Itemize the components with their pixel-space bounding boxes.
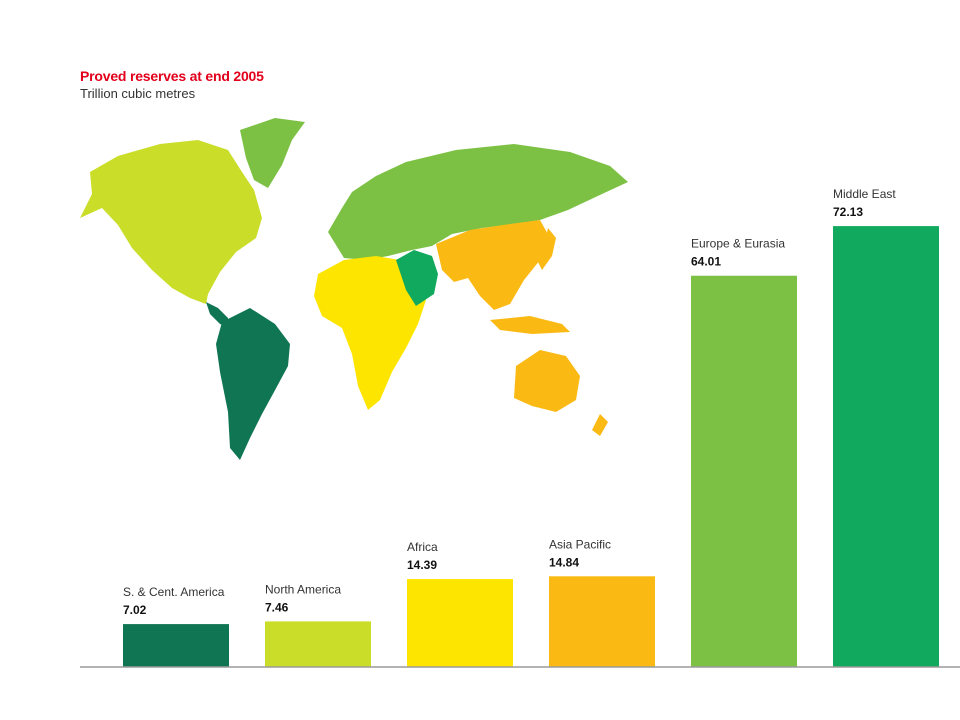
- bar-value-label: 64.01: [691, 255, 721, 269]
- bar-category-label: S. & Cent. America: [123, 585, 225, 599]
- bar-value-label: 72.13: [833, 205, 863, 219]
- bar-category-label: North America: [265, 582, 341, 596]
- bar-value-label: 7.02: [123, 603, 147, 617]
- chart-title: Proved reserves at end 2005: [80, 68, 264, 84]
- bar-north-america: [265, 621, 371, 667]
- map-region-indonesia: [490, 316, 570, 334]
- chart-subtitle: Trillion cubic metres: [80, 86, 196, 101]
- map-region-north-america: [80, 140, 262, 304]
- bar-category-label: Asia Pacific: [549, 537, 611, 551]
- bar-category-label: Middle East: [833, 187, 896, 201]
- bars-layer: S. & Cent. America 7.02 North America 7.46 A…: [123, 187, 939, 667]
- map-region-new-zealand: [592, 414, 608, 436]
- bar-s-cent-america: [123, 624, 229, 667]
- map-region-japan: [538, 228, 556, 270]
- bar-category-label: Europe & Eurasia: [691, 237, 785, 251]
- bar-africa: [407, 579, 513, 667]
- bar-value-label: 14.39: [407, 558, 437, 572]
- bar-middle-east: [833, 226, 939, 667]
- map-region-south-america: [216, 308, 290, 460]
- map-region-asia-pacific: [436, 220, 550, 310]
- map-region-europe-eurasia: [328, 144, 628, 260]
- world-map: [80, 118, 628, 460]
- bar-asia-pacific: [549, 576, 655, 667]
- map-region-africa: [314, 256, 426, 410]
- bar-value-label: 7.46: [265, 600, 289, 614]
- map-region-australia: [514, 350, 580, 412]
- map-region-middle-east: [396, 250, 438, 306]
- bar-value-label: 14.84: [549, 555, 579, 569]
- map-region-greenland: [240, 118, 305, 188]
- bar-category-label: Africa: [407, 540, 438, 554]
- bar-europe-eurasia: [691, 275, 797, 667]
